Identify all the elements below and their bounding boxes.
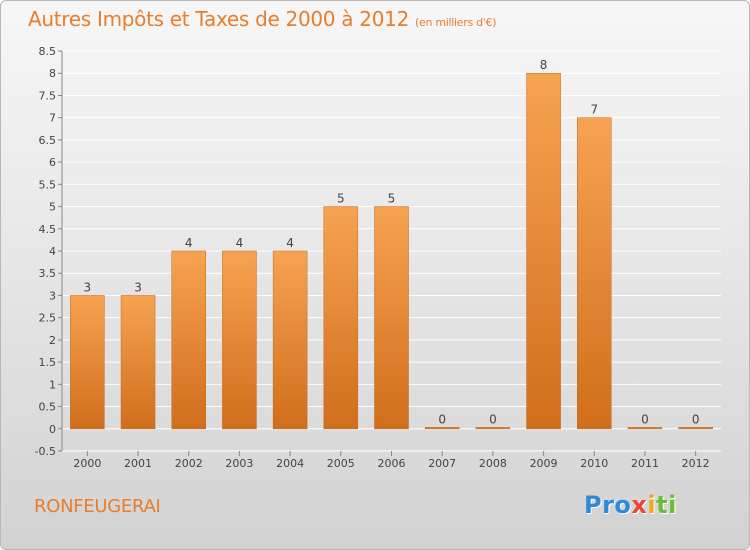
x-tick-label-2006: 2006 bbox=[378, 457, 406, 470]
y-tick-label: 0 bbox=[49, 423, 56, 436]
bar-2006 bbox=[374, 206, 409, 430]
data-label-2001: 3 bbox=[134, 280, 142, 294]
logo-part-2: x bbox=[631, 491, 648, 519]
y-tick-label: -0.5 bbox=[35, 445, 56, 458]
data-label-2007: 0 bbox=[438, 412, 446, 426]
y-tick-label: 6 bbox=[49, 156, 56, 169]
data-label-2012: 0 bbox=[692, 412, 700, 426]
data-label-2008: 0 bbox=[489, 412, 497, 426]
y-tick-label: 3.5 bbox=[39, 267, 57, 280]
bar-2002 bbox=[171, 250, 206, 430]
y-tick-label: 5.5 bbox=[39, 178, 57, 191]
proxiti-logo[interactable]: Proxiti bbox=[584, 491, 677, 519]
data-labels: 3 3 4 4 4 5 5 0 0 8 7 0 0 bbox=[84, 58, 700, 426]
data-label-2002: 4 bbox=[185, 236, 193, 250]
x-tick-label-2000: 2000 bbox=[73, 457, 101, 470]
bar-2001 bbox=[120, 295, 156, 430]
bar-2007 bbox=[424, 427, 460, 430]
y-tick-label: 2 bbox=[49, 334, 56, 347]
chart-title: Autres Impôts et Taxes de 2000 à 2012 (en… bbox=[28, 7, 496, 31]
bar-2010 bbox=[577, 117, 612, 430]
y-tick-label: 7.5 bbox=[39, 89, 57, 102]
y-tick-label: 0.5 bbox=[39, 401, 57, 414]
data-label-2009: 8 bbox=[540, 58, 548, 72]
data-label-2000: 3 bbox=[84, 280, 92, 294]
bar-2008 bbox=[475, 427, 511, 430]
x-tick-label-2002: 2002 bbox=[175, 457, 203, 470]
axes: -0.5 0 0.5 1 1.5 2 2.5 3 3.5 4 4.5 5 5.5 6 6.5 7 7.5 8 8.5… bbox=[35, 45, 710, 470]
y-tick-label: 5 bbox=[49, 201, 56, 214]
data-label-2010: 7 bbox=[590, 103, 598, 117]
x-tick-label-2012: 2012 bbox=[682, 457, 710, 470]
chart-title-text: Autres Impôts et Taxes de 2000 à 2012 bbox=[28, 7, 409, 31]
y-tick-label: 2.5 bbox=[39, 312, 57, 325]
y-tick-label: 8.5 bbox=[39, 45, 57, 58]
bar-2012 bbox=[678, 427, 713, 430]
x-tick-label-2007: 2007 bbox=[428, 457, 456, 470]
x-tick-label-2009: 2009 bbox=[530, 457, 558, 470]
data-label-2004: 4 bbox=[286, 236, 294, 250]
bar-2005 bbox=[323, 206, 359, 430]
x-tick-label-2008: 2008 bbox=[479, 457, 507, 470]
y-tick-label: 7 bbox=[49, 112, 56, 125]
x-tick-label-2011: 2011 bbox=[631, 457, 659, 470]
y-tick-label: 4 bbox=[49, 245, 56, 258]
commune-name: RONFEUGERAI bbox=[34, 496, 161, 517]
y-tick-label: 1.5 bbox=[39, 356, 57, 369]
bar-2003 bbox=[222, 250, 257, 430]
x-tick-label-2004: 2004 bbox=[276, 457, 304, 470]
y-tick-label: 3 bbox=[49, 289, 56, 302]
y-tick-label: 4.5 bbox=[39, 223, 57, 236]
x-tick-label-2005: 2005 bbox=[327, 457, 355, 470]
x-tick-label-2001: 2001 bbox=[124, 457, 152, 470]
bar-2011 bbox=[627, 427, 663, 430]
y-tick-label: 1 bbox=[49, 378, 56, 391]
bar-2004 bbox=[272, 250, 308, 430]
bar-2000 bbox=[70, 295, 105, 430]
data-label-2003: 4 bbox=[236, 236, 244, 250]
chart-subtitle: (en milliers d'€) bbox=[415, 16, 497, 29]
data-label-2006: 5 bbox=[388, 192, 396, 206]
bar-2009 bbox=[526, 72, 561, 430]
x-tick-label-2003: 2003 bbox=[225, 457, 253, 470]
x-tick-label-2010: 2010 bbox=[580, 457, 608, 470]
data-label-2005: 5 bbox=[337, 192, 345, 206]
y-tick-label: 6.5 bbox=[39, 134, 57, 147]
logo-part-3: i bbox=[647, 491, 657, 519]
y-tick-label: 8 bbox=[49, 67, 56, 80]
bars bbox=[70, 72, 713, 430]
data-label-2011: 0 bbox=[641, 412, 649, 426]
logo-part-4: ti bbox=[656, 491, 677, 519]
logo-part-1: Pro bbox=[584, 491, 632, 519]
